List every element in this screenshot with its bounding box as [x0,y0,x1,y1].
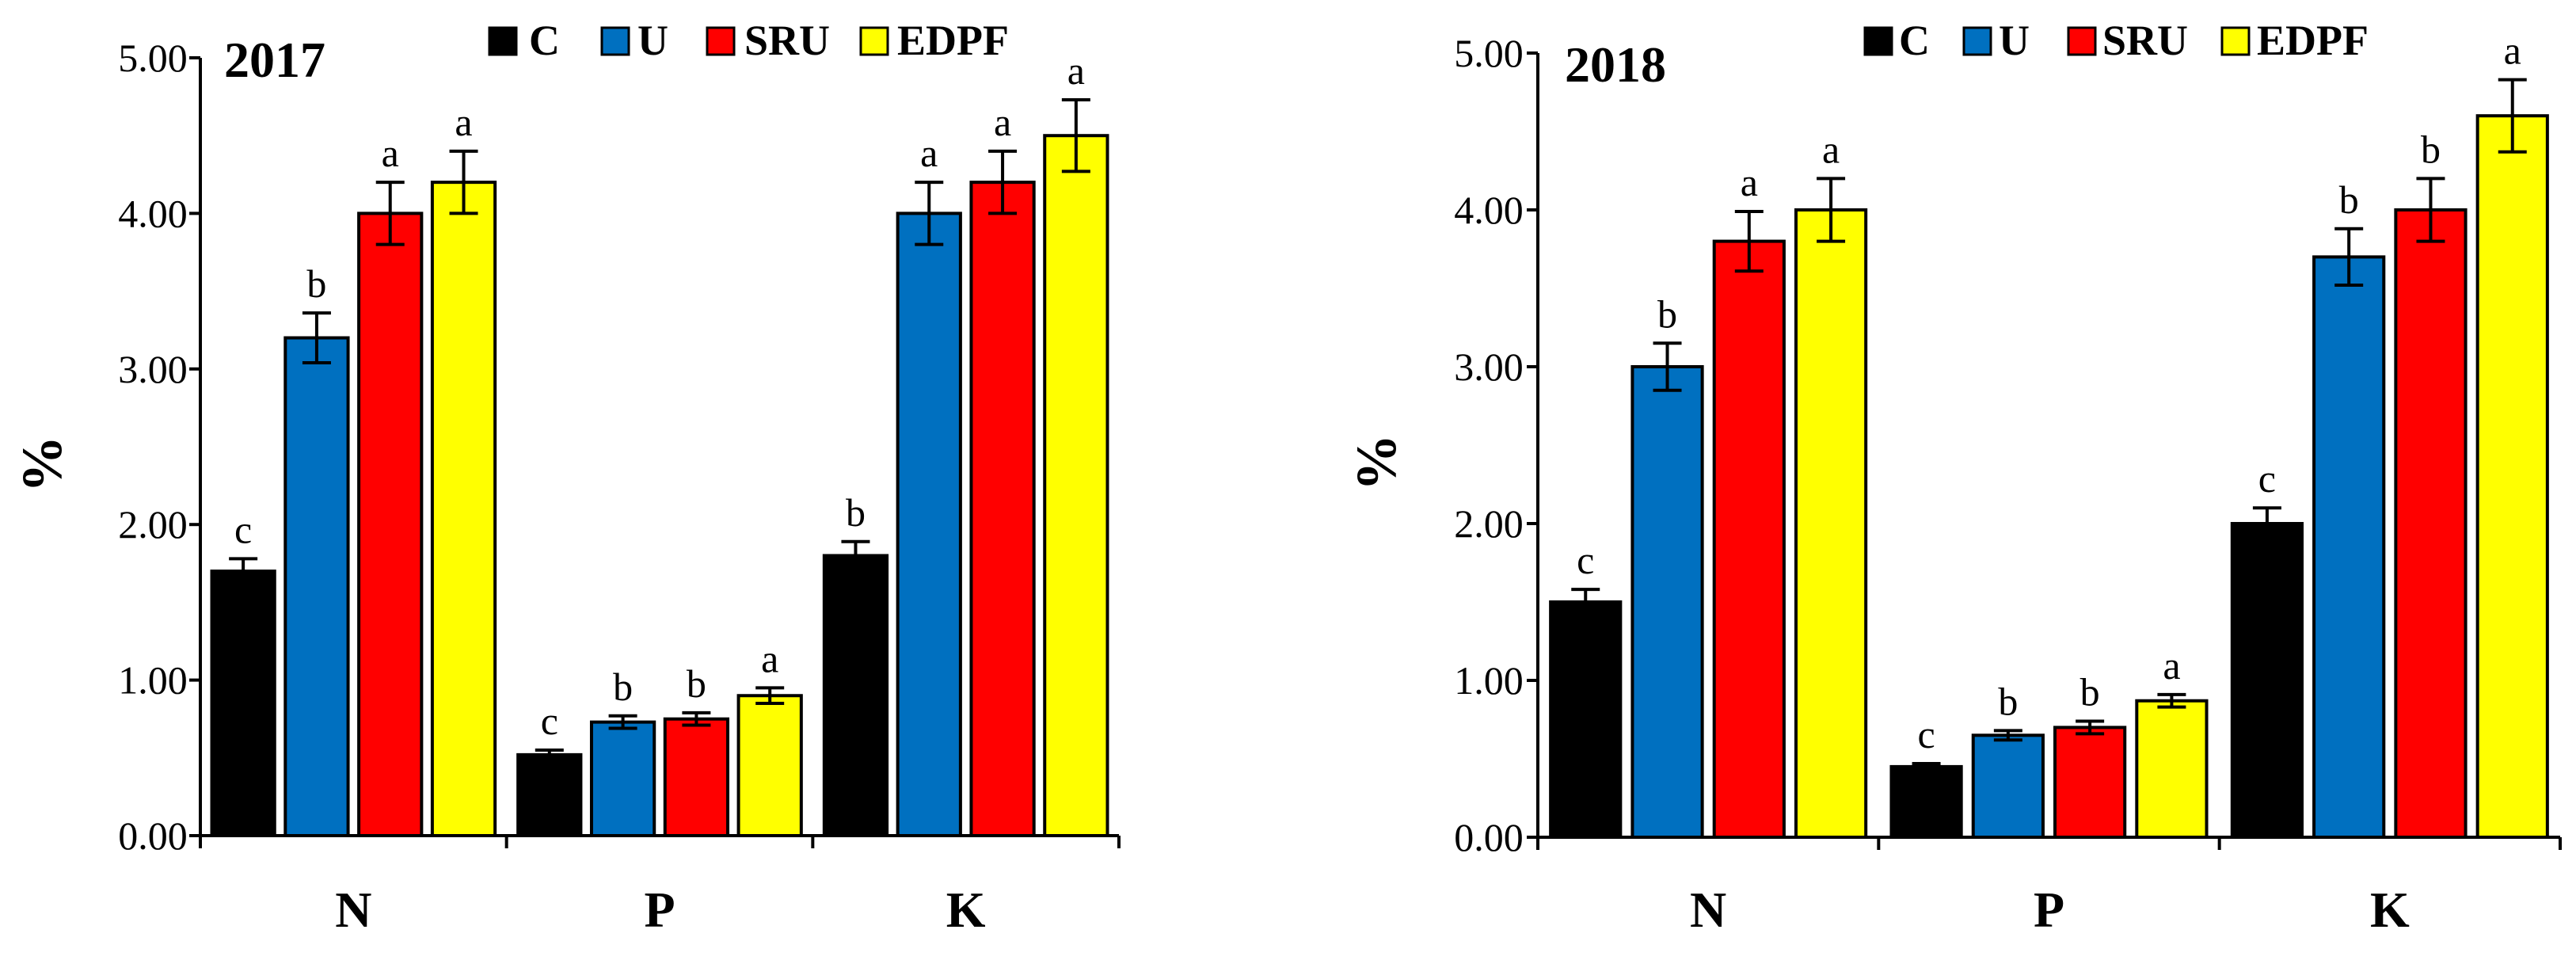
significance-letter: b [2421,127,2441,171]
significance-letter: b [846,490,866,535]
y-tick-label: 1.00 [1454,658,1524,703]
legend-swatch-SRU [706,26,736,56]
bar-C-N [210,570,276,837]
bar-U-K [2312,255,2386,839]
y-axis-label: % [1345,434,1408,491]
bar-EDPF-N [430,181,497,837]
legend-label-EDPF: EDPF [897,17,1009,64]
category-label-N: N [1690,882,1726,938]
y-tick-label: 3.00 [118,347,188,391]
chart-title: 2018 [1565,36,1666,93]
y-axis-label: % [10,436,74,493]
significance-letter: a [382,131,399,175]
significance-letter: a [455,100,472,144]
legend-swatch-C [488,26,518,56]
significance-letter: b [1998,679,2018,723]
y-tick-label: 2.00 [1454,501,1524,546]
bar-SRU-N [1712,239,1786,840]
bar-U-P [589,720,656,837]
legend-swatch-SRU [2067,26,2097,56]
bar-EDPF-K [2475,114,2549,839]
legend-label-U: U [1999,17,2030,64]
legend-label-SRU: SRU [744,17,830,64]
y-tick-label: 1.00 [118,658,188,703]
legend-swatch-U [600,26,630,56]
bar-SRU-P [2053,726,2127,840]
bar-C-K [2230,522,2304,839]
significance-letter: b [306,261,326,306]
bar-EDPF-N [1794,208,1868,839]
significance-letter: a [1067,48,1085,93]
bar-U-K [896,211,962,837]
bar-SRU-P [663,717,730,838]
y-tick-label: 0.00 [118,813,188,858]
chart-2018: 0.00 1.00 2.00 3.00 4.00 5.00 c b a a Nc b b a Pc b b a K%… [1345,17,2562,938]
y-tick-label: 3.00 [1454,345,1524,389]
y-tick-label: 4.00 [1454,188,1524,232]
bar-SRU-K [969,181,1036,837]
legend-swatch-U [1962,26,1992,56]
significance-letter: b [1657,291,1677,336]
bar-SRU-K [2394,208,2468,839]
significance-letter: b [2339,177,2359,222]
y-tick-label: 5.00 [1454,31,1524,75]
bar-SRU-N [357,211,424,837]
bar-EDPF-P [736,694,803,837]
significance-letter: a [2163,643,2180,688]
bar-C-K [822,554,889,837]
legend-label-EDPF: EDPF [2257,17,2369,64]
y-tick-label: 4.00 [118,191,188,235]
legend-label-U: U [637,17,668,64]
significance-letter: b [687,661,706,706]
significance-letter: c [1917,712,1935,756]
bar-EDPF-K [1043,134,1109,837]
legend-label-SRU: SRU [2102,17,2188,64]
bar-U-N [1630,365,1704,839]
bar-C-P [1889,764,1963,840]
significance-letter: b [2080,669,2100,714]
category-label-P: P [2034,882,2064,938]
significance-letter: a [920,131,938,175]
chart-2017: 0.00 1.00 2.00 3.00 4.00 5.00 c b a a Nc b b a Pb a a a K%… [10,17,1121,938]
legend-swatch-C [1863,26,1893,56]
legend-label-C: C [1899,17,1930,64]
bar-EDPF-P [2135,699,2209,839]
category-label-P: P [644,882,675,938]
category-label-N: N [335,882,371,938]
legend-swatch-EDPF [859,26,889,56]
category-label-K: K [2370,882,2410,938]
y-tick-label: 0.00 [1454,815,1524,859]
significance-letter: a [994,100,1011,144]
legend: C U SRU EDPF [488,17,1009,64]
bar-U-N [283,336,350,837]
significance-letter: a [1741,160,1758,204]
chart-title: 2017 [224,32,325,88]
y-tick-label: 5.00 [118,36,188,80]
significance-letter: a [761,636,778,680]
significance-letter: c [234,507,252,551]
legend-label-C: C [529,17,560,64]
y-tick-label: 2.00 [118,502,188,547]
significance-letter: c [2258,456,2276,501]
bar-U-P [1971,733,2045,839]
category-label-K: K [946,882,986,938]
legend: C U SRU EDPF [1863,17,2369,64]
significance-letter: c [1577,538,1594,582]
significance-letter: a [1822,127,1840,171]
legend-swatch-EDPF [2220,26,2251,56]
bar-C-N [1549,600,1623,839]
bar-C-P [516,752,583,838]
significance-letter: b [613,665,633,709]
significance-letter: a [2504,29,2521,73]
significance-letter: c [541,699,558,743]
